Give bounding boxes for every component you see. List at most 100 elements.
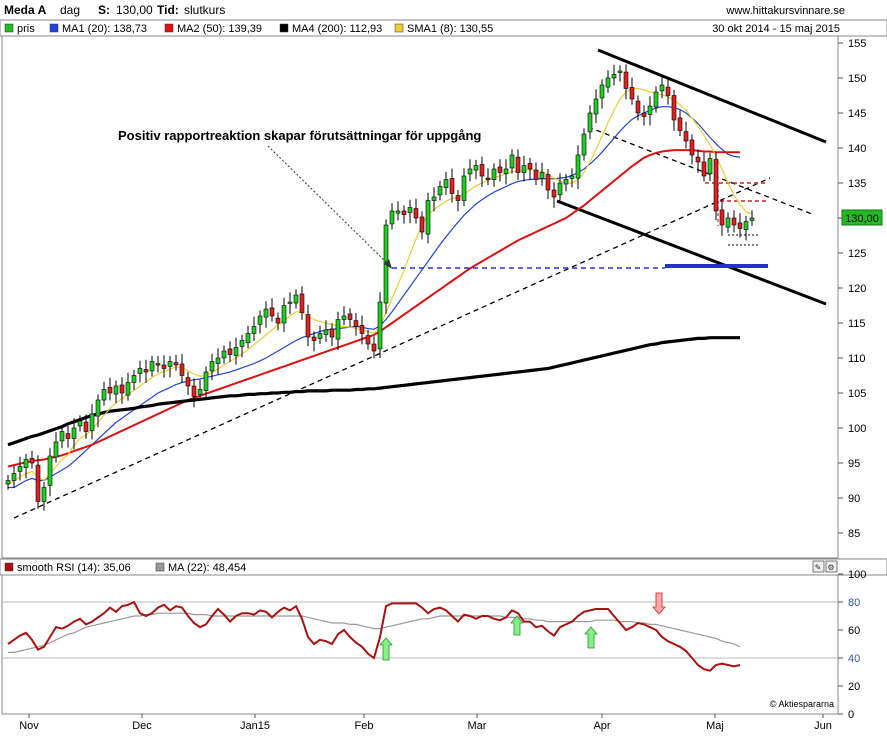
candle-body <box>71 427 77 439</box>
candle-body <box>65 433 71 439</box>
candle-body <box>683 131 689 142</box>
candle-body <box>281 305 287 324</box>
candle-body <box>533 169 539 180</box>
candle-body <box>437 186 443 196</box>
candle-body <box>365 335 371 345</box>
y-tick-label: 155 <box>848 38 866 50</box>
tools-icon[interactable] <box>812 560 825 573</box>
candle-body <box>479 164 485 177</box>
candle-body <box>161 364 167 369</box>
candle-body <box>269 307 275 317</box>
x-tick-label: Maj <box>706 720 724 732</box>
settings-icon[interactable] <box>825 560 838 573</box>
ma-line <box>7 336 740 447</box>
s-value: 130,00 <box>116 3 153 17</box>
candle-body <box>305 314 311 338</box>
candle-body <box>629 87 635 100</box>
candle-body <box>461 175 467 201</box>
candle-body <box>113 385 119 395</box>
candle-body <box>275 317 281 324</box>
rsi-legend-bar <box>0 558 887 576</box>
candle-body <box>239 340 245 347</box>
candle-body <box>353 320 359 327</box>
candle-body <box>395 210 401 214</box>
candle-body <box>35 464 41 502</box>
candle-body <box>197 389 203 395</box>
candle-body <box>413 208 419 219</box>
candle-body <box>467 168 473 175</box>
candle-body <box>617 70 623 73</box>
trend-lines <box>13 48 827 519</box>
candle-body <box>677 117 683 131</box>
candle-body <box>611 74 617 79</box>
candle-body <box>509 154 515 169</box>
candle-body <box>47 455 53 486</box>
candle-body <box>371 343 377 352</box>
candle-body <box>155 363 161 366</box>
candle-body <box>317 333 323 339</box>
legend-swatch <box>164 23 174 33</box>
candle-body <box>29 458 35 464</box>
rsi-y-tick-label: 0 <box>848 709 854 721</box>
ma-line <box>7 149 740 468</box>
candle-body <box>695 156 701 163</box>
legend-label: pris <box>17 23 35 35</box>
rsi-legend-label: smooth RSI (14): 35,06 <box>17 562 131 574</box>
candle-body <box>605 77 611 88</box>
price-badge-text: 130,00 <box>845 213 879 225</box>
candle-body <box>503 168 509 174</box>
candle-body <box>545 174 551 191</box>
rsi-legend-label: MA (22): 48,454 <box>168 562 246 574</box>
candle-body <box>569 175 575 179</box>
legend-label: MA4 (200): 112,93 <box>292 23 382 35</box>
candle-body <box>407 207 413 213</box>
candle-body <box>491 168 497 180</box>
copyright-text: © Aktiespararna <box>770 699 834 709</box>
legend-label: MA1 (20): 138,73 <box>62 23 147 35</box>
candle-body <box>227 348 233 355</box>
legend-label: MA2 (50): 139,39 <box>177 23 262 35</box>
candle-body <box>299 293 305 313</box>
x-tick-label: Nov <box>19 720 39 732</box>
y-tick-label: 85 <box>848 528 860 540</box>
x-tick-label: Jan15 <box>240 720 270 732</box>
y-tick-label: 100 <box>848 423 866 435</box>
candle-body <box>77 420 83 427</box>
candle-body <box>89 413 95 431</box>
candle-body <box>431 196 437 201</box>
candle-body <box>203 371 209 391</box>
candle-body <box>191 385 197 397</box>
candlesticks <box>5 64 755 511</box>
candle-body <box>17 466 23 472</box>
candle-body <box>245 333 251 343</box>
rsi-y-tick-label: 60 <box>848 625 860 637</box>
candle-body <box>743 221 749 230</box>
rsi-legend-swatch <box>4 562 14 572</box>
candle-body <box>497 166 503 173</box>
candle-body <box>659 84 665 92</box>
support-trendline <box>13 177 771 519</box>
candle-body <box>539 172 545 179</box>
legend-swatch <box>394 23 404 33</box>
settings-glyph: ⚙ <box>827 563 834 572</box>
candle-body <box>41 487 47 502</box>
candle-body <box>653 91 659 108</box>
candle-body <box>737 222 743 229</box>
candle-body <box>341 315 347 320</box>
x-tick-label: Jun <box>814 720 832 732</box>
tid-value: slutkurs <box>184 3 225 17</box>
candle-body <box>359 325 365 334</box>
candle-body <box>173 362 179 366</box>
candle-body <box>557 182 563 196</box>
y-tick-label: 150 <box>848 73 866 85</box>
candle-body <box>167 361 173 367</box>
tools-glyph: ✎ <box>815 563 822 572</box>
candle-body <box>449 178 455 194</box>
price-y-axis: 8590951001051101151201251301351401451501… <box>838 38 866 540</box>
candle-body <box>347 313 353 320</box>
candle-body <box>287 301 293 304</box>
candle-body <box>311 336 317 341</box>
candle-body <box>389 210 395 225</box>
candle-body <box>719 209 725 226</box>
